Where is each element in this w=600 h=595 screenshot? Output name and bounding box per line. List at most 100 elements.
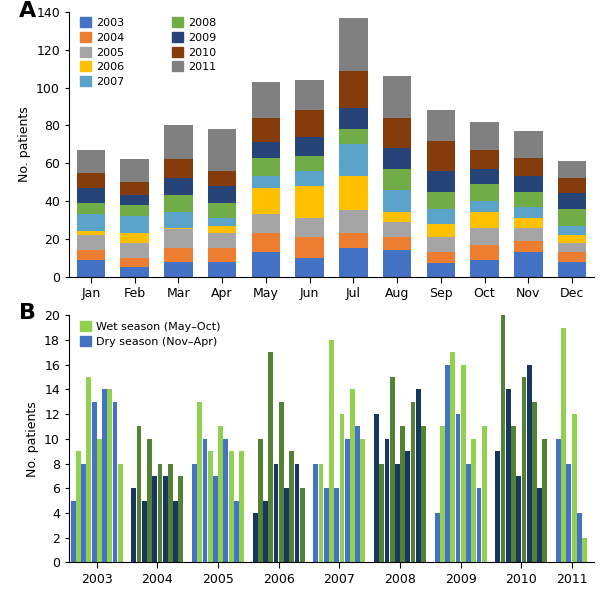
Bar [427,209,455,224]
Bar [385,439,389,562]
Bar [470,212,499,227]
Bar [102,389,107,562]
Bar [383,222,412,237]
Bar [566,464,571,562]
Bar [427,140,455,171]
Bar [164,159,193,178]
Bar [350,389,355,562]
Bar [339,71,368,108]
Bar [400,427,405,562]
Bar [121,195,149,205]
Bar [435,513,440,562]
Y-axis label: No. patients: No. patients [26,401,38,477]
Bar [514,131,542,158]
Bar [427,264,455,277]
Bar [208,262,236,277]
Bar [251,158,280,177]
Bar [470,245,499,259]
Bar [339,211,368,233]
Bar [558,243,586,252]
Bar [163,476,167,562]
Bar [295,186,324,218]
Bar [142,500,147,562]
Bar [251,188,280,214]
Bar [542,439,547,562]
Bar [77,150,105,173]
Bar [121,205,149,216]
Bar [470,259,499,277]
Bar [406,451,410,562]
Bar [496,451,500,562]
Bar [445,365,450,562]
Bar [121,258,149,267]
Bar [251,118,280,142]
Bar [147,439,152,562]
Bar [168,464,173,562]
Bar [295,156,324,171]
Bar [208,226,236,233]
Bar [514,252,542,277]
Bar [164,195,193,212]
Bar [121,267,149,277]
Bar [295,218,324,237]
Bar [470,184,499,201]
Bar [251,82,280,118]
Bar [582,538,587,562]
Bar [379,464,384,562]
Bar [295,110,324,137]
Bar [383,190,412,212]
Bar [516,476,521,562]
Bar [258,439,263,562]
Bar [470,201,499,212]
Bar [253,513,257,562]
Bar [383,118,412,148]
Bar [383,237,412,250]
Bar [295,464,299,562]
Bar [274,464,278,562]
Bar [77,235,105,250]
Bar [118,464,122,562]
Bar [339,177,368,211]
Bar [77,173,105,188]
Bar [527,365,532,562]
Bar [476,488,481,562]
Bar [410,402,415,562]
Bar [173,500,178,562]
Bar [213,476,218,562]
Bar [164,248,193,262]
Bar [355,427,360,562]
Bar [427,252,455,264]
Bar [470,227,499,245]
Bar [395,464,400,562]
Bar [561,328,566,562]
Bar [251,233,280,252]
Bar [339,129,368,144]
Bar [77,188,105,203]
Bar [558,161,586,178]
Bar [440,427,445,562]
Bar [77,214,105,231]
Bar [263,500,268,562]
Bar [289,451,294,562]
Bar [319,464,323,562]
Bar [470,121,499,150]
Bar [383,148,412,169]
Bar [107,389,112,562]
Bar [339,108,368,129]
Bar [158,464,163,562]
Bar [208,186,236,203]
Bar [295,171,324,186]
Bar [329,340,334,562]
Bar [76,451,81,562]
Bar [556,439,561,562]
Bar [455,414,460,562]
Bar [466,464,471,562]
Bar [511,427,516,562]
Bar [164,227,193,230]
Text: A: A [19,1,37,21]
Bar [77,203,105,214]
Bar [208,203,236,218]
Bar [164,262,193,277]
Bar [208,129,236,171]
Bar [208,451,212,562]
